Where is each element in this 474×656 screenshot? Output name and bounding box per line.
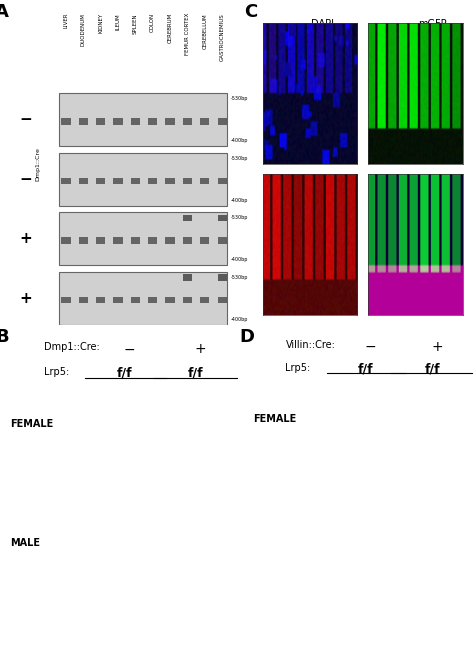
Text: ILEUM: ILEUM bbox=[116, 13, 120, 30]
Bar bbox=[113, 237, 123, 243]
Text: f/f: f/f bbox=[117, 367, 132, 380]
Bar bbox=[131, 297, 140, 303]
Text: FEMALE: FEMALE bbox=[10, 419, 53, 430]
Bar bbox=[96, 118, 105, 125]
Text: -530bp: -530bp bbox=[231, 215, 248, 220]
Bar bbox=[59, 213, 227, 265]
Text: mGFP: mGFP bbox=[419, 19, 447, 30]
Bar bbox=[96, 237, 105, 243]
Text: LIVER: LIVER bbox=[64, 13, 68, 28]
Bar bbox=[96, 297, 105, 303]
Text: f/f: f/f bbox=[188, 367, 203, 380]
Bar bbox=[218, 118, 227, 125]
Bar bbox=[113, 297, 123, 303]
Bar bbox=[165, 178, 175, 184]
Bar bbox=[96, 178, 105, 184]
Text: D: D bbox=[239, 328, 255, 346]
Bar bbox=[183, 237, 192, 243]
Bar bbox=[165, 118, 175, 125]
Text: Dmp1::Cre: Dmp1::Cre bbox=[36, 147, 40, 181]
Text: CEREBRUM: CEREBRUM bbox=[168, 13, 173, 43]
Bar bbox=[183, 215, 192, 221]
Text: merge: merge bbox=[417, 177, 448, 187]
Text: f/f: f/f bbox=[358, 363, 374, 376]
Text: +: + bbox=[194, 342, 206, 356]
Bar bbox=[79, 118, 88, 125]
Bar bbox=[61, 118, 71, 125]
Text: +: + bbox=[19, 231, 32, 246]
Bar bbox=[148, 237, 157, 243]
Text: DUODENUM: DUODENUM bbox=[81, 13, 86, 46]
Text: Lrp5:: Lrp5: bbox=[44, 367, 69, 377]
Text: MALE: MALE bbox=[10, 539, 40, 548]
Bar bbox=[183, 297, 192, 303]
Bar bbox=[59, 272, 227, 325]
Text: -400bp: -400bp bbox=[231, 257, 248, 262]
Text: -530bp: -530bp bbox=[231, 156, 248, 161]
Text: C: C bbox=[244, 3, 257, 21]
Bar bbox=[79, 237, 88, 243]
Bar bbox=[113, 118, 123, 125]
Bar bbox=[165, 297, 175, 303]
Bar bbox=[165, 237, 175, 243]
Text: −: − bbox=[124, 342, 135, 356]
Text: GASTROCNEMIUS: GASTROCNEMIUS bbox=[219, 13, 225, 60]
Bar bbox=[183, 178, 192, 184]
Bar bbox=[183, 274, 192, 281]
Bar bbox=[61, 178, 71, 184]
Bar bbox=[131, 178, 140, 184]
Text: A: A bbox=[0, 3, 9, 21]
Bar bbox=[148, 297, 157, 303]
Text: −: − bbox=[19, 112, 32, 127]
Bar bbox=[61, 297, 71, 303]
Text: B: B bbox=[0, 328, 9, 346]
Text: +: + bbox=[19, 291, 32, 306]
Text: CEREBELLUM: CEREBELLUM bbox=[202, 13, 207, 49]
Text: -530bp: -530bp bbox=[231, 96, 248, 102]
Text: Villin::Cre:: Villin::Cre: bbox=[285, 340, 336, 350]
Bar bbox=[200, 297, 210, 303]
Bar bbox=[131, 237, 140, 243]
Bar bbox=[131, 118, 140, 125]
Text: Dmp1::Cre:: Dmp1::Cre: bbox=[44, 342, 100, 352]
Text: KIDNEY: KIDNEY bbox=[98, 13, 103, 33]
Bar bbox=[200, 237, 210, 243]
Bar bbox=[113, 178, 123, 184]
Text: −: − bbox=[19, 172, 32, 187]
Bar bbox=[59, 153, 227, 206]
Text: -400bp: -400bp bbox=[231, 316, 248, 321]
Bar bbox=[79, 297, 88, 303]
Text: mTomato: mTomato bbox=[300, 177, 345, 187]
Bar bbox=[79, 178, 88, 184]
Bar bbox=[218, 178, 227, 184]
Text: f/f: f/f bbox=[425, 363, 440, 376]
Text: FEMUR CORTEX: FEMUR CORTEX bbox=[185, 13, 190, 55]
Bar bbox=[148, 118, 157, 125]
Bar bbox=[200, 118, 210, 125]
Bar bbox=[218, 297, 227, 303]
Bar bbox=[200, 178, 210, 184]
Text: DAPI: DAPI bbox=[311, 19, 334, 30]
Bar bbox=[218, 237, 227, 243]
Text: SPLEEN: SPLEEN bbox=[133, 13, 138, 33]
Text: COLON: COLON bbox=[150, 13, 155, 32]
Text: +: + bbox=[431, 340, 443, 354]
Text: FEMALE: FEMALE bbox=[253, 414, 297, 424]
Bar bbox=[218, 215, 227, 221]
Text: -400bp: -400bp bbox=[231, 138, 248, 143]
Text: -530bp: -530bp bbox=[231, 275, 248, 280]
Bar bbox=[59, 93, 227, 146]
Text: -400bp: -400bp bbox=[231, 197, 248, 203]
Text: −: − bbox=[365, 340, 376, 354]
Bar bbox=[61, 237, 71, 243]
Bar bbox=[183, 118, 192, 125]
Bar bbox=[218, 274, 227, 281]
Text: Lrp5:: Lrp5: bbox=[285, 363, 311, 373]
Bar bbox=[148, 178, 157, 184]
